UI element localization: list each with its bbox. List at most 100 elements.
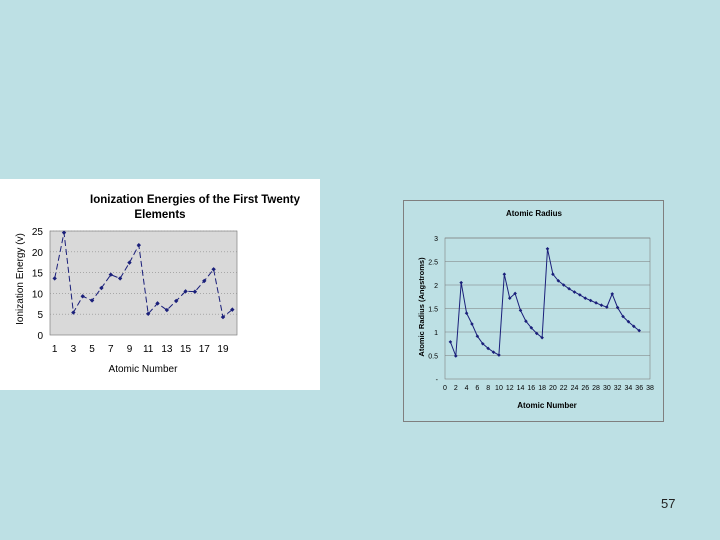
chart2-x-tick-label: 18 xyxy=(538,385,546,392)
chart2-data-point xyxy=(615,305,620,310)
chart2-data-point xyxy=(551,272,555,276)
chart1-x-axis-label: Atomic Number xyxy=(109,364,179,375)
chart2-data-point xyxy=(497,353,501,357)
chart1-data-point xyxy=(52,276,57,281)
chart1-data-point xyxy=(71,310,76,315)
chart2-data-point xyxy=(453,354,458,358)
chart1-y-tick-label: 15 xyxy=(32,269,44,280)
chart1-data-point xyxy=(155,301,160,306)
chart2-y-tick-label: 1 xyxy=(434,330,438,337)
chart2-y-tick-label: 3 xyxy=(434,236,438,243)
chart2-data-point xyxy=(534,331,539,336)
chart2-x-tick-label: 14 xyxy=(517,385,525,392)
chart2-x-tick-label: 20 xyxy=(549,385,557,392)
chart1-data-point xyxy=(164,307,170,313)
chart2-y-axis-label: Atomic Radius (Angstroms) xyxy=(417,257,426,357)
chart2-data-point xyxy=(491,350,496,355)
chart1-data-point xyxy=(211,267,216,272)
chart1-x-tick-label: 11 xyxy=(143,344,154,355)
chart1-data-point xyxy=(99,285,104,291)
chart2-x-tick-label: 38 xyxy=(646,385,654,392)
chart1-x-tick-label: 13 xyxy=(161,344,173,355)
chart1-x-tick-label: 7 xyxy=(108,344,114,355)
chart2-data-point xyxy=(540,335,544,340)
chart2-x-tick-label: 8 xyxy=(486,385,490,392)
chart1-data-point xyxy=(127,260,132,265)
chart1-x-tick-label: 5 xyxy=(89,344,95,355)
chart2-y-tick-label: 2 xyxy=(434,283,438,290)
chart2-x-tick-label: 34 xyxy=(625,385,633,392)
chart2-x-tick-label: 12 xyxy=(506,385,514,392)
chart1-data-point xyxy=(145,311,151,316)
chart1-gridlines xyxy=(50,230,237,315)
chart2-data-point xyxy=(578,293,582,297)
chart2-data-point xyxy=(480,341,485,346)
chart2-title: Atomic Radius xyxy=(506,209,563,218)
chart2-x-tick-label: 4 xyxy=(465,385,469,392)
chart1-y-tick-label: 25 xyxy=(32,227,44,238)
chart2-data-point xyxy=(583,296,588,300)
slide-number: 57 xyxy=(661,496,676,511)
chart2-data-point xyxy=(572,290,577,294)
chart2-x-tick-label: 0 xyxy=(443,385,447,392)
chart1-data-point xyxy=(174,298,179,304)
chart1-y-tick-label: 5 xyxy=(37,310,43,321)
chart1-x-tick-label: 9 xyxy=(127,344,133,355)
chart2-data-point xyxy=(637,328,642,333)
chart2-data-point xyxy=(518,308,523,313)
chart2-x-tick-label: 2 xyxy=(454,385,458,392)
chart2-data-point xyxy=(524,319,528,323)
chart2-data-point xyxy=(621,314,625,319)
chart1-y-tick-label: 10 xyxy=(32,289,44,300)
chart2-x-tick-label: 10 xyxy=(495,385,503,392)
chart1-data-point xyxy=(136,242,142,248)
chart1-x-tick-label: 19 xyxy=(217,344,229,355)
chart1-y-tick-label: 0 xyxy=(37,331,43,342)
chart2-data-point xyxy=(626,319,631,324)
chart2-x-tick-label: 28 xyxy=(592,385,600,392)
chart2-series-line xyxy=(449,248,640,357)
chart1-x-tick-label: 17 xyxy=(199,344,211,355)
chart2-data-point xyxy=(475,334,480,339)
chart2-x-tick-label: 30 xyxy=(603,385,611,392)
chart2-data-point xyxy=(605,305,609,309)
chart1-data-point xyxy=(108,272,113,277)
chart1-title-line1: Ionization Energies of the First Twenty xyxy=(90,194,301,206)
chart2-x-tick-label: 26 xyxy=(581,385,589,392)
chart1-x-tick-label: 3 xyxy=(71,344,77,355)
chart2-x-tick-label: 16 xyxy=(527,385,535,392)
chart1-data-point xyxy=(89,298,95,303)
chart1-y-tick-label: 20 xyxy=(32,248,44,259)
chart2-gridlines xyxy=(445,237,650,356)
chart2-x-axis-label: Atomic Number xyxy=(517,401,577,410)
chart1-data-point xyxy=(80,294,85,299)
ionization-energy-chart-svg: Ionization Energies of the First Twenty … xyxy=(15,194,301,375)
chart2-data-point xyxy=(556,278,561,283)
chart1-data-point xyxy=(192,289,198,294)
chart2-x-tick-label: 36 xyxy=(635,385,643,392)
chart2-y-tick-label: 0.5 xyxy=(428,354,438,361)
chart1-y-axis-label: Ionization Energy (v) xyxy=(15,233,26,325)
chart2-data-point xyxy=(459,280,463,285)
chart1-x-tick-label: 1 xyxy=(52,344,58,355)
chart1-x-tick-label: 15 xyxy=(180,344,192,355)
chart2-y-tick-label: - xyxy=(436,377,439,384)
atomic-radius-chart-svg: Atomic Radius -0.511.522.53 0 2 4 6 8 10 12 14 1… xyxy=(417,209,654,410)
chart2-data-point xyxy=(610,292,615,296)
ionization-energy-chart: Ionization Energies of the First Twenty … xyxy=(0,179,320,390)
chart2-data-point xyxy=(502,272,507,276)
chart1-data-point xyxy=(202,278,207,284)
chart1-data-point xyxy=(117,276,123,281)
atomic-radius-chart: Atomic Radius -0.5 1 1.5 2 2.5 3 0 2 4 6 8 10 12 14 1… xyxy=(403,200,664,422)
chart2-data-point xyxy=(588,298,593,303)
chart2-y-tick-label: 2.5 xyxy=(428,260,438,267)
chart2-y-tick-label: 1.5 xyxy=(428,307,438,314)
chart2-x-tick-label: 32 xyxy=(614,385,622,392)
chart2-data-point xyxy=(594,301,598,305)
chart2-data-point xyxy=(567,286,571,291)
chart1-series-line xyxy=(54,232,233,319)
chart2-x-tick-label: 24 xyxy=(571,385,579,392)
chart2-x-tick-label: 6 xyxy=(475,385,479,392)
chart1-title-line2: Elements xyxy=(134,209,185,221)
chart1-data-point xyxy=(230,307,235,312)
